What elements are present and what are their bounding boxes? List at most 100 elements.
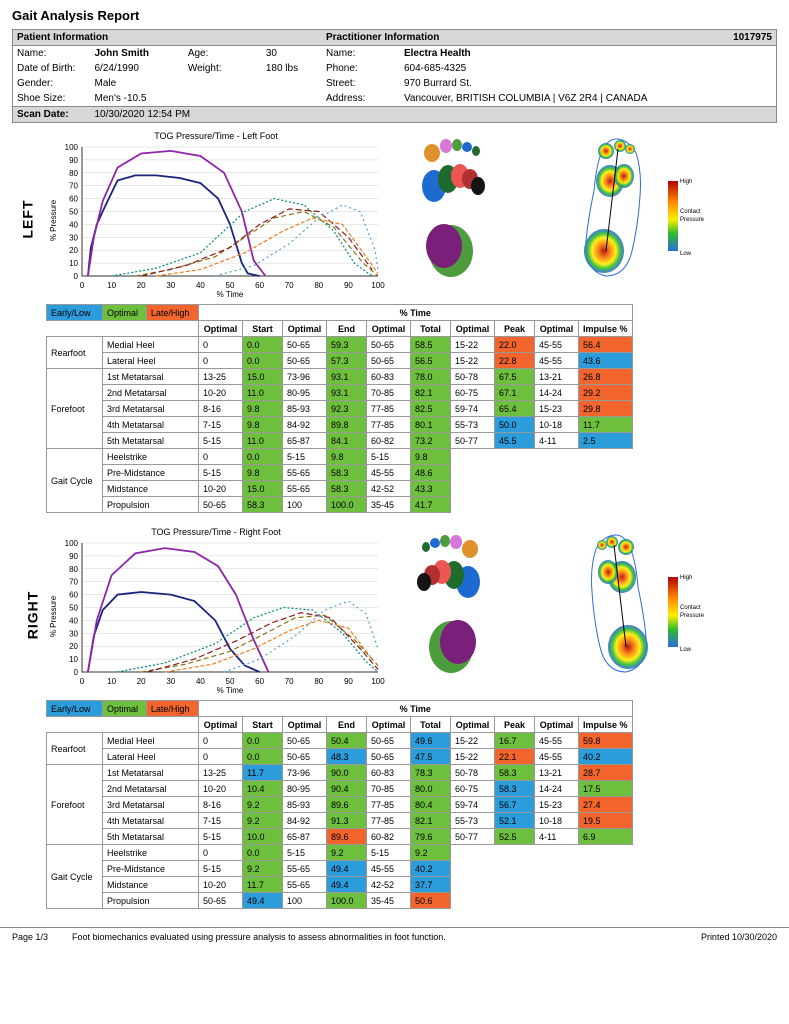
svg-text:10: 10	[69, 259, 78, 268]
table-row: Forefoot1st Metatarsal13-2511.773-9690.0…	[47, 765, 633, 781]
svg-text:High: High	[680, 575, 692, 581]
svg-text:50: 50	[226, 677, 235, 686]
svg-text:% Pressure: % Pressure	[49, 595, 58, 637]
svg-text:Pressure: Pressure	[680, 217, 705, 223]
table-row: RearfootMedial Heel00.050-6550.450-6549.…	[47, 733, 633, 749]
svg-text:90: 90	[344, 281, 353, 290]
svg-text:20: 20	[137, 677, 146, 686]
svg-text:0: 0	[80, 677, 85, 686]
table-row: 2nd Metatarsal10-2010.480-9590.470-8580.…	[47, 781, 633, 797]
svg-text:90: 90	[69, 552, 78, 561]
svg-text:80: 80	[69, 169, 78, 178]
scan-date: 10/30/2020 12:54 PM	[91, 107, 777, 123]
right-chart: TOG Pressure/Time - Right Foot 010203040…	[46, 527, 386, 694]
svg-text:Low: Low	[680, 647, 692, 653]
table-row: 2nd Metatarsal10-2011.080-9593.170-8582.…	[47, 385, 633, 401]
practitioner-name: Electra Health	[400, 46, 777, 62]
patient-dob: 6/24/1990	[91, 61, 184, 76]
svg-text:20: 20	[69, 642, 78, 651]
table-row: Gait CycleHeelstrike00.05-159.25-159.2	[47, 845, 633, 861]
table-row: Lateral Heel00.050-6557.350-6556.515-222…	[47, 353, 633, 369]
practitioner-header: Practitioner Information1017975	[322, 30, 777, 46]
svg-text:20: 20	[137, 281, 146, 290]
report-title: Gait Analysis Report	[12, 8, 777, 23]
svg-text:100: 100	[371, 677, 385, 686]
right-label: RIGHT	[24, 591, 40, 640]
svg-text:90: 90	[344, 677, 353, 686]
svg-text:40: 40	[69, 220, 78, 229]
svg-text:Contact: Contact	[680, 209, 701, 215]
gait-table: Early/LowOptimalLate/High% TimeOptimalSt…	[46, 304, 633, 513]
svg-text:100: 100	[65, 143, 79, 152]
patient-age: 30	[262, 46, 322, 62]
table-row: Propulsion50-6549.4100100.035-4550.6	[47, 893, 633, 909]
legend-late: Late/High	[146, 701, 198, 717]
svg-text:30: 30	[69, 629, 78, 638]
table-row: Pre-Midstance5-159.855-6558.345-5548.6	[47, 465, 633, 481]
practitioner-street: 970 Burrard St.	[400, 76, 777, 91]
svg-text:40: 40	[196, 281, 205, 290]
legend-optimal: Optimal	[103, 701, 147, 717]
patient-name: John Smith	[91, 46, 184, 62]
svg-text:60: 60	[255, 677, 264, 686]
svg-text:80: 80	[314, 677, 323, 686]
svg-text:50: 50	[69, 208, 78, 217]
table-row: Midstance10-2011.755-6549.442-5237.7	[47, 877, 633, 893]
svg-text:% Time: % Time	[217, 290, 244, 298]
legend-early: Early/Low	[47, 305, 103, 321]
svg-text:70: 70	[285, 281, 294, 290]
svg-text:40: 40	[196, 677, 205, 686]
svg-text:% Time: % Time	[217, 686, 244, 694]
left-foot-zones	[396, 131, 556, 286]
svg-text:70: 70	[69, 182, 78, 191]
left-chart: TOG Pressure/Time - Left Foot 0102030405…	[46, 131, 386, 298]
svg-text:0: 0	[80, 281, 85, 290]
table-row: Pre-Midstance5-159.255-6549.445-5540.2	[47, 861, 633, 877]
right-heatmap: High Contact Pressure Low	[566, 527, 726, 682]
svg-text:40: 40	[69, 616, 78, 625]
legend-late: Late/High	[146, 305, 198, 321]
table-row: 3rd Metatarsal8-169.285-9389.677-8580.45…	[47, 797, 633, 813]
practitioner-id: 1017975	[733, 32, 772, 43]
legend-early: Early/Low	[47, 701, 103, 717]
practitioner-addr: Vancouver, BRITISH COLUMBIA | V6Z 2R4 | …	[400, 91, 777, 107]
svg-text:10: 10	[107, 281, 116, 290]
svg-text:100: 100	[371, 281, 385, 290]
page-number: Page 1/3	[12, 932, 48, 942]
svg-text:Contact: Contact	[680, 605, 701, 611]
svg-text:70: 70	[69, 578, 78, 587]
svg-text:0: 0	[74, 272, 79, 281]
svg-text:50: 50	[226, 281, 235, 290]
svg-text:Pressure: Pressure	[680, 613, 705, 619]
right-section: RIGHT TOG Pressure/Time - Right Foot 010…	[12, 527, 777, 909]
svg-text:30: 30	[166, 281, 175, 290]
patient-weight: 180 lbs	[262, 61, 322, 76]
svg-text:High: High	[680, 179, 692, 185]
svg-text:10: 10	[69, 655, 78, 664]
practitioner-phone: 604-685-4325	[400, 61, 777, 76]
svg-text:60: 60	[255, 281, 264, 290]
table-row: Propulsion50-6558.3100100.035-4541.7	[47, 497, 633, 513]
table-row: Gait CycleHeelstrike00.05-159.85-159.8	[47, 449, 633, 465]
left-heatmap: High Contact Pressure Low	[566, 131, 726, 286]
svg-text:20: 20	[69, 246, 78, 255]
svg-text:100: 100	[65, 539, 79, 548]
footer: Page 1/3 Foot biomechanics evaluated usi…	[0, 927, 789, 946]
info-table: Patient Information Practitioner Informa…	[12, 29, 777, 123]
svg-text:70: 70	[285, 677, 294, 686]
svg-text:60: 60	[69, 195, 78, 204]
svg-text:80: 80	[69, 565, 78, 574]
svg-text:80: 80	[314, 281, 323, 290]
table-row: Midstance10-2015.055-6558.342-5243.3	[47, 481, 633, 497]
right-foot-zones	[396, 527, 556, 682]
legend-optimal: Optimal	[103, 305, 147, 321]
table-row: Forefoot1st Metatarsal13-2515.073-9693.1…	[47, 369, 633, 385]
svg-text:90: 90	[69, 156, 78, 165]
svg-text:Low: Low	[680, 251, 692, 257]
svg-text:10: 10	[107, 677, 116, 686]
left-section: LEFT TOG Pressure/Time - Left Foot 01020…	[12, 131, 777, 513]
gait-table: Early/LowOptimalLate/High% TimeOptimalSt…	[46, 700, 633, 909]
table-row: RearfootMedial Heel00.050-6559.350-6558.…	[47, 337, 633, 353]
patient-header: Patient Information	[13, 30, 322, 46]
left-label: LEFT	[20, 200, 36, 239]
